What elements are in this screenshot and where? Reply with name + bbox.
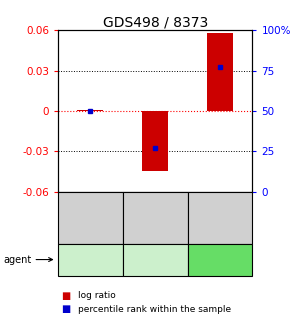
Bar <box>142 111 168 171</box>
Text: percentile rank within the sample: percentile rank within the sample <box>78 305 231 313</box>
Title: GDS498 / 8373: GDS498 / 8373 <box>103 15 208 29</box>
Text: GSM8749: GSM8749 <box>86 196 95 239</box>
Text: TNFa: TNFa <box>142 255 169 264</box>
Text: GSM8759: GSM8759 <box>215 196 224 239</box>
Text: ■: ■ <box>61 291 70 301</box>
Text: agent: agent <box>3 255 31 264</box>
Text: log ratio: log ratio <box>78 291 116 300</box>
Text: IFNg: IFNg <box>78 255 103 264</box>
Bar <box>77 110 103 111</box>
Text: GSM8754: GSM8754 <box>151 196 160 239</box>
Bar <box>207 33 233 111</box>
Text: IL4: IL4 <box>212 255 228 264</box>
Text: ■: ■ <box>61 304 70 314</box>
